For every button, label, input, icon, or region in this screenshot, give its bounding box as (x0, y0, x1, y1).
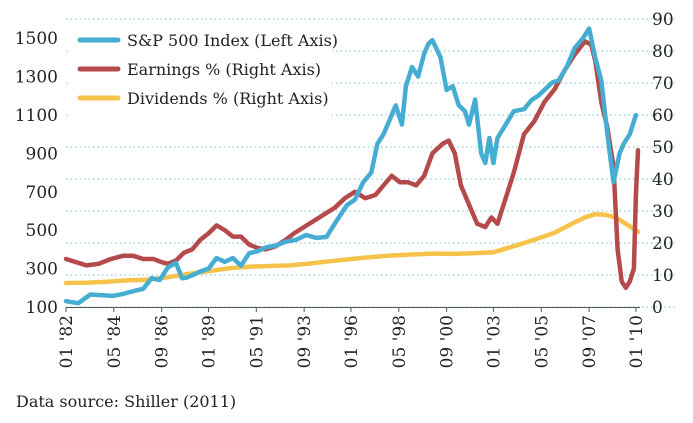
x-axis-tick-label: 01 '96 (342, 315, 362, 368)
legend-label-earnings: Earnings % (Right Axis) (127, 60, 321, 79)
left-axis-tick-label: 900 (26, 144, 58, 164)
x-axis-tick-label: 05 '91 (247, 315, 267, 368)
x-axis-tick-label: 05 '05 (532, 315, 552, 368)
x-axis-tick-label: 05 '84 (105, 315, 125, 368)
x-axis-tick-label: 09 '86 (153, 315, 173, 368)
x-axis-tick-label: 01 '82 (57, 315, 77, 368)
x-axis-tick-label: 09 '93 (295, 315, 315, 368)
left-axis-tick-label: 500 (26, 221, 58, 241)
right-axis-ticks: 0 10 20 30 40 50 60 70 80 90 (652, 10, 674, 318)
legend: S&P 500 Index (Left Axis) Earnings % (Ri… (70, 22, 338, 117)
right-axis-tick-label: 30 (652, 202, 674, 222)
series-lines (63, 26, 641, 306)
right-axis-tick-label: 40 (652, 170, 674, 190)
series-line-dividends (63, 211, 641, 286)
x-axis-ticks: 01 '82 05 '84 09 '86 01 '89 05 '91 09 '93 01 '… (57, 307, 647, 368)
left-axis-tick-label: 300 (26, 260, 58, 280)
left-axis-tick-label: 1500 (15, 29, 58, 49)
right-axis-tick-label: 80 (652, 42, 674, 62)
x-axis-tick-label: 01 '10 (627, 315, 647, 368)
right-axis-tick-label: 70 (652, 74, 674, 94)
x-axis-tick-label: 05 '98 (390, 315, 410, 368)
left-axis-ticks: 100 300 500 700 900 1100 1300 1500 (15, 29, 58, 318)
x-axis-tick-label: 09 '07 (580, 315, 600, 368)
legend-label-sp500: S&P 500 Index (Left Axis) (127, 31, 338, 50)
left-axis-tick-label: 1100 (15, 106, 58, 126)
left-axis-tick-label: 700 (26, 183, 58, 203)
left-axis-tick-label: 100 (26, 298, 58, 318)
right-axis-tick-label: 60 (652, 106, 674, 126)
right-axis-tick-label: 10 (652, 266, 674, 286)
right-axis-tick-label: 50 (652, 138, 674, 158)
x-axis-tick-label: 01 '89 (199, 315, 219, 368)
right-axis-tick-label: 90 (652, 10, 674, 30)
x-axis-tick-label: 09 '00 (438, 315, 458, 368)
right-axis-tick-label: 0 (652, 298, 663, 318)
right-axis-tick-label: 20 (652, 234, 674, 254)
series-line-sp500 (63, 26, 639, 306)
series-line-earnings (63, 39, 641, 291)
data-source-note: Data source: Shiller (2011) (16, 392, 237, 411)
left-axis-tick-label: 1300 (15, 68, 58, 88)
x-axis-tick-label: 01 '03 (484, 315, 504, 368)
legend-label-dividends: Dividends % (Right Axis) (127, 89, 329, 108)
